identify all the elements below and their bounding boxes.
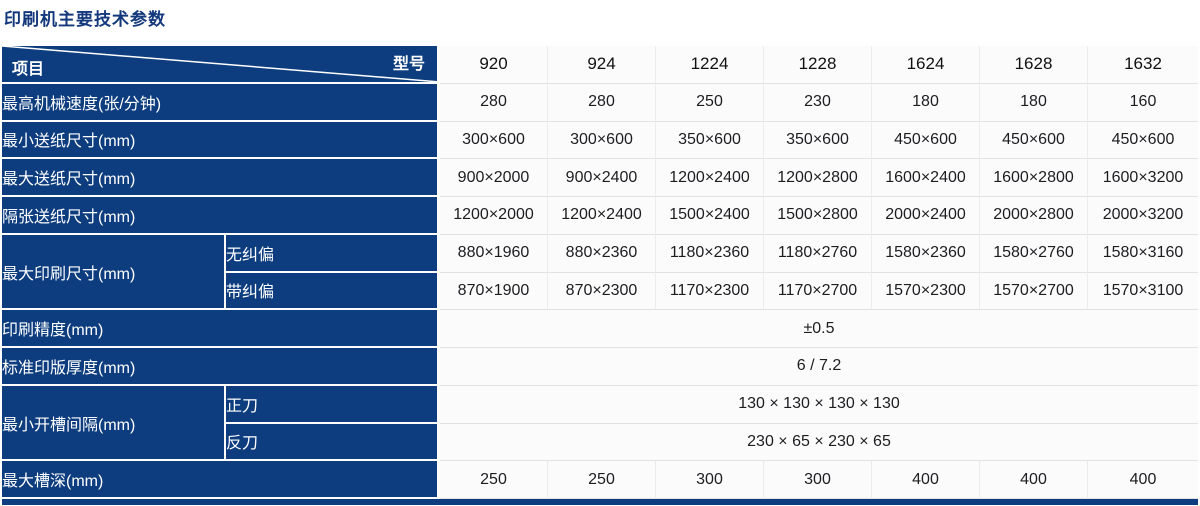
value-cell: 450×600 bbox=[980, 121, 1088, 160]
model-header: 1624 bbox=[872, 46, 980, 84]
table-row: 最小开槽间隔(mm) 正刀 130 × 130 × 130 × 130 bbox=[2, 385, 1198, 462]
value-cell: 280 bbox=[440, 83, 548, 122]
value-cell: 300×600 bbox=[440, 121, 548, 160]
merged-value-cell: 130 × 130 × 130 × 130 bbox=[440, 385, 1198, 424]
value-cell: 2000×3200 bbox=[1088, 197, 1198, 235]
model-header: 924 bbox=[548, 46, 656, 84]
diagonal-divider-line bbox=[2, 46, 437, 82]
model-header: 1224 bbox=[656, 46, 764, 84]
value-cell: 400 bbox=[1088, 461, 1198, 499]
value-cell: 1200×2400 bbox=[656, 159, 764, 197]
value-cell: 1500×2800 bbox=[764, 197, 872, 235]
value-cell: 1600×2800 bbox=[980, 159, 1088, 197]
value-cell: 230 bbox=[764, 83, 872, 122]
sub-row-label: 正刀 bbox=[224, 385, 440, 424]
value-cell: 1580×2760 bbox=[980, 234, 1088, 273]
row-label: 隔张送纸尺寸(mm) bbox=[2, 197, 440, 235]
value-cell: 1580×3160 bbox=[1088, 234, 1198, 273]
value-cell: 160 bbox=[1088, 83, 1198, 122]
merged-value-cell: ±0.5 bbox=[440, 310, 1198, 348]
table-row: 印刷精度(mm) ±0.5 bbox=[2, 310, 1198, 348]
value-cell: 870×1900 bbox=[440, 272, 548, 311]
row-label: 最小送纸尺寸(mm) bbox=[2, 121, 440, 160]
value-cell: 250 bbox=[656, 83, 764, 122]
table-row: 最大槽深(mm) 250 250 300 300 400 400 400 bbox=[2, 461, 1198, 499]
table-row: 隔张送纸尺寸(mm) 1200×2000 1200×2400 1500×2400… bbox=[2, 197, 1198, 235]
value-cell: 250 bbox=[440, 461, 548, 499]
row-label: 最高机械速度(张/分钟) bbox=[2, 83, 440, 122]
corner-item-label: 项目 bbox=[12, 60, 45, 78]
sub-row-label: 无纠偏 bbox=[224, 234, 440, 273]
value-cell: 280 bbox=[548, 83, 656, 122]
row-label: 最大槽深(mm) bbox=[2, 461, 440, 499]
row-label: 最大印刷尺寸(mm) bbox=[2, 234, 224, 311]
value-cell: 1200×2400 bbox=[548, 197, 656, 235]
value-cell: 1600×2400 bbox=[872, 159, 980, 197]
table-row: 标准印版厚度(mm) 6 / 7.2 bbox=[2, 348, 1198, 386]
value-cell: 300×600 bbox=[548, 121, 656, 160]
merged-value-cell: 6 / 7.2 bbox=[440, 348, 1198, 386]
table-row: 最高机械速度(张/分钟) 280 280 250 230 180 180 160 bbox=[2, 83, 1198, 122]
spec-table: 项目 型号 920 924 1224 1228 1624 1628 1632 最… bbox=[2, 46, 1198, 499]
value-cell: 250 bbox=[548, 461, 656, 499]
table-row: 反刀 230 × 65 × 230 × 65 bbox=[2, 423, 1198, 462]
value-cell: 300 bbox=[764, 461, 872, 499]
table-bottom-bar bbox=[2, 499, 1198, 505]
model-header: 1628 bbox=[980, 46, 1088, 84]
value-cell: 1180×2360 bbox=[656, 234, 764, 273]
value-cell: 1570×2700 bbox=[980, 272, 1088, 311]
merged-value-cell: 230 × 65 × 230 × 65 bbox=[440, 423, 1198, 462]
value-cell: 880×1960 bbox=[440, 234, 548, 273]
value-cell: 1570×3100 bbox=[1088, 272, 1198, 311]
value-cell: 880×2360 bbox=[548, 234, 656, 273]
value-cell: 350×600 bbox=[656, 121, 764, 160]
header-row: 项目 型号 920 924 1224 1228 1624 1628 1632 bbox=[2, 46, 1198, 84]
model-header: 1632 bbox=[1088, 46, 1198, 84]
value-cell: 1600×3200 bbox=[1088, 159, 1198, 197]
value-cell: 900×2400 bbox=[548, 159, 656, 197]
value-cell: 180 bbox=[980, 83, 1088, 122]
row-label: 标准印版厚度(mm) bbox=[2, 348, 440, 386]
table-row: 最大印刷尺寸(mm) 无纠偏 880×1960 880×2360 1180×23… bbox=[2, 234, 1198, 311]
value-cell: 400 bbox=[872, 461, 980, 499]
value-cell: 1580×2360 bbox=[872, 234, 980, 273]
table-row: 最大送纸尺寸(mm) 900×2000 900×2400 1200×2400 1… bbox=[2, 159, 1198, 197]
value-cell: 1200×2000 bbox=[440, 197, 548, 235]
table-row: 带纠偏 870×1900 870×2300 1170×2300 1170×270… bbox=[2, 272, 1198, 311]
value-cell: 1570×2300 bbox=[872, 272, 980, 311]
value-cell: 1170×2700 bbox=[764, 272, 872, 311]
sub-row-label: 反刀 bbox=[224, 423, 440, 462]
value-cell: 450×600 bbox=[1088, 121, 1198, 160]
row-label: 印刷精度(mm) bbox=[2, 310, 440, 348]
page-title: 印刷机主要技术参数 bbox=[4, 10, 166, 29]
corner-model-label: 型号 bbox=[392, 56, 425, 73]
model-header: 920 bbox=[440, 46, 548, 84]
value-cell: 900×2000 bbox=[440, 159, 548, 197]
corner-cell: 项目 型号 bbox=[2, 46, 440, 84]
sub-row-label: 带纠偏 bbox=[224, 272, 440, 311]
value-cell: 450×600 bbox=[872, 121, 980, 160]
value-cell: 300 bbox=[656, 461, 764, 499]
value-cell: 350×600 bbox=[764, 121, 872, 160]
row-label: 最小开槽间隔(mm) bbox=[2, 385, 224, 462]
value-cell: 400 bbox=[980, 461, 1088, 499]
value-cell: 1180×2760 bbox=[764, 234, 872, 273]
value-cell: 2000×2400 bbox=[872, 197, 980, 235]
model-header: 1228 bbox=[764, 46, 872, 84]
table-row: 最小送纸尺寸(mm) 300×600 300×600 350×600 350×6… bbox=[2, 121, 1198, 160]
value-cell: 2000×2800 bbox=[980, 197, 1088, 235]
value-cell: 870×2300 bbox=[548, 272, 656, 311]
value-cell: 1200×2800 bbox=[764, 159, 872, 197]
value-cell: 180 bbox=[872, 83, 980, 122]
value-cell: 1500×2400 bbox=[656, 197, 764, 235]
row-label: 最大送纸尺寸(mm) bbox=[2, 159, 440, 197]
value-cell: 1170×2300 bbox=[656, 272, 764, 311]
